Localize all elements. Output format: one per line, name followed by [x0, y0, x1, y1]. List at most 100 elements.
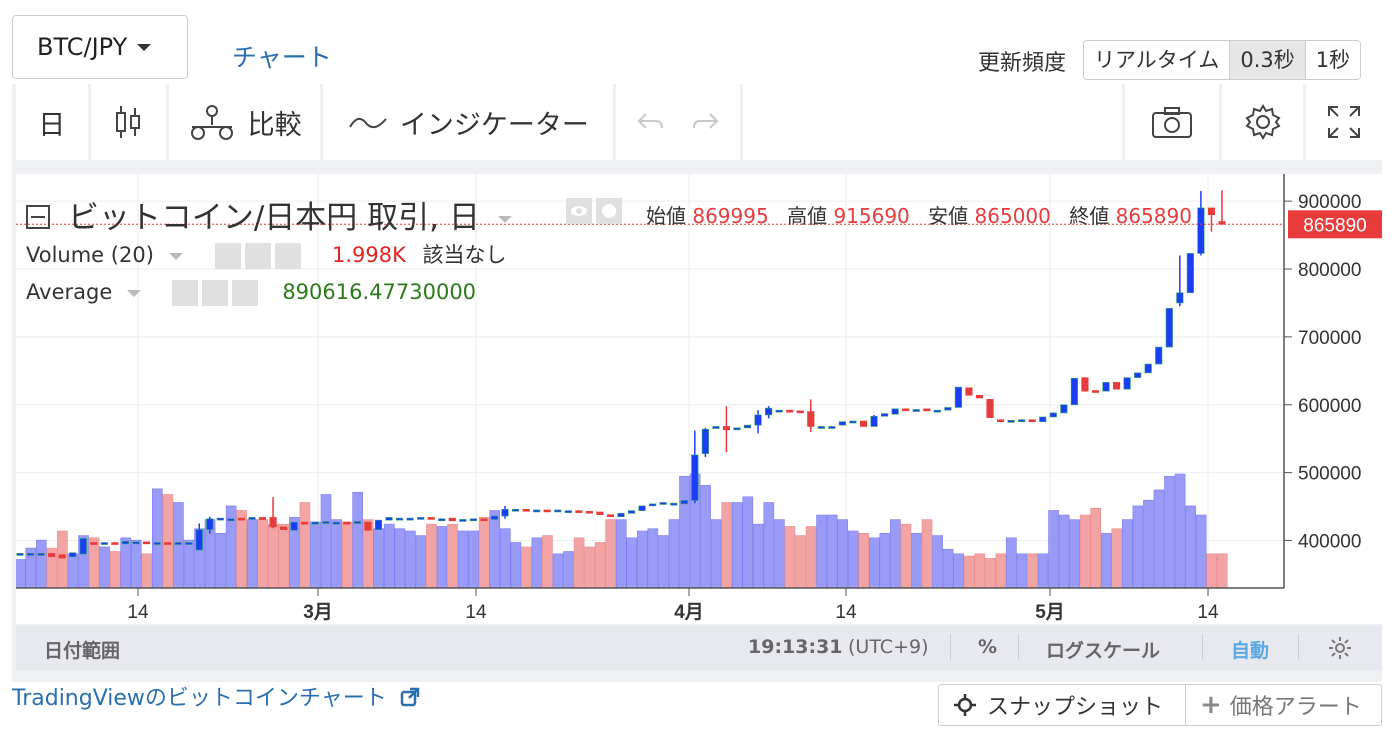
candle-body	[933, 409, 941, 413]
pair-select[interactable]: BTC/JPY	[12, 15, 188, 79]
log-scale-button[interactable]: ログスケール	[1046, 640, 1161, 662]
candle-body	[48, 553, 56, 558]
candle-body	[227, 518, 235, 522]
volume-bar	[752, 523, 764, 589]
gear-icon[interactable]	[596, 198, 622, 224]
series-title: ビットコイン/日本円 取引, 日	[67, 200, 480, 236]
candle-body	[216, 517, 224, 521]
gear-icon[interactable]	[245, 243, 272, 269]
snapshot-icon-button[interactable]	[1125, 84, 1219, 160]
volume-bar	[246, 519, 258, 589]
volume-bar	[1185, 505, 1196, 589]
volume-bar	[784, 526, 796, 589]
gear-icon[interactable]	[1328, 636, 1352, 660]
candle-body	[1134, 372, 1142, 378]
percent-button[interactable]: %	[978, 636, 998, 658]
volume-bar	[478, 517, 490, 589]
volume-bar	[1153, 489, 1165, 589]
volume-bar	[974, 553, 986, 589]
tradingview-link[interactable]: TradingViewのビットコインチャート	[12, 680, 420, 712]
candle-body	[1039, 416, 1047, 423]
time-axis[interactable]: 14 3月 14 4月 14 5月 14	[127, 588, 1219, 623]
collapse-icon[interactable]	[26, 204, 50, 229]
candle-body	[564, 510, 572, 513]
open-value: 869995	[692, 204, 769, 228]
price-alert-label: 価格アラート	[1229, 695, 1362, 720]
date-range-button[interactable]: 日付範囲	[44, 640, 121, 662]
candle-body	[923, 408, 931, 412]
redo-icon[interactable]	[692, 110, 720, 134]
settings-button[interactable]	[1221, 84, 1304, 160]
eye-icon[interactable]	[566, 198, 592, 224]
candle-body	[1207, 207, 1216, 216]
candle-body	[406, 517, 414, 521]
refresh-option-realtime[interactable]: リアルタイム	[1084, 41, 1231, 79]
candle-body	[743, 424, 752, 429]
auto-scale-button[interactable]: 自動	[1231, 640, 1270, 662]
eye-icon[interactable]	[215, 243, 242, 269]
volume-bar	[721, 502, 733, 589]
candle-body	[649, 503, 657, 507]
fullscreen-button[interactable]	[1306, 84, 1382, 160]
gear-icon	[1245, 104, 1281, 140]
volume-bar	[563, 551, 574, 589]
volume-note: 該当なし	[422, 243, 507, 267]
indicators-button[interactable]: インジケーター	[323, 84, 614, 160]
volume-bar	[457, 530, 469, 589]
volume-bar	[1111, 528, 1123, 589]
candle-body	[396, 517, 404, 521]
price-alert-button[interactable]: + 価格アラート	[1185, 684, 1382, 726]
candle-body	[37, 553, 45, 556]
chevron-down-icon[interactable]	[168, 252, 183, 260]
tab-chart[interactable]: チャート	[232, 43, 332, 72]
close-icon[interactable]	[231, 280, 258, 306]
eye-icon[interactable]	[171, 280, 198, 306]
close-icon[interactable]	[275, 243, 302, 269]
price-axis[interactable]: 400000 500000 600000 700000 800000 900000	[1284, 192, 1361, 552]
chevron-down-icon[interactable]	[497, 216, 512, 223]
volume-bar	[1100, 532, 1112, 589]
candle-body	[1091, 390, 1100, 393]
candle-body	[237, 517, 245, 521]
last-price-tag: 865890	[1288, 210, 1382, 239]
volume-bar	[468, 530, 479, 589]
snapshot-button[interactable]: スナップショット	[938, 684, 1186, 726]
chevron-down-icon[interactable]	[126, 289, 141, 297]
volume-bar	[88, 537, 100, 589]
candle-body	[627, 510, 636, 514]
volume-bar	[531, 537, 543, 589]
volume-bar	[320, 494, 332, 589]
candle-body	[1081, 377, 1089, 392]
candle-body	[248, 517, 256, 520]
volume-bar	[257, 519, 269, 589]
volume-bar	[858, 532, 870, 589]
refresh-option-1s[interactable]: 1秒	[1305, 41, 1361, 79]
compare-button[interactable]: 比較	[169, 84, 321, 160]
chevron-down-icon	[137, 43, 152, 51]
refresh-option-0-3s[interactable]: 0.3秒	[1230, 41, 1306, 79]
ohlc-values: 始値 869995 高値 915690 安値 865000 終値 865890	[646, 200, 1192, 229]
volume-bar	[1164, 475, 1175, 589]
interval-label: 日	[38, 109, 66, 141]
volume-bar	[774, 519, 785, 589]
chart-type-button[interactable]	[90, 84, 167, 160]
volume-bar	[911, 532, 922, 589]
candle-body	[353, 521, 361, 524]
volume-bar	[489, 510, 501, 589]
undo-icon[interactable]	[636, 110, 664, 134]
volume-bar	[215, 532, 226, 589]
close-value: 865890	[1115, 204, 1192, 228]
timezone-button[interactable]: (UTC+9)	[848, 636, 929, 658]
interval-button[interactable]: 日	[16, 84, 88, 160]
high-label: 高値	[787, 204, 828, 228]
plus-icon: +	[1200, 690, 1222, 720]
candle-body	[859, 420, 868, 427]
volume-bar	[1090, 507, 1102, 589]
candlestick-chart[interactable]: 400000 500000 600000 700000 800000 900000 14 3…	[14, 174, 1382, 624]
chart-plot-area[interactable]: 400000 500000 600000 700000 800000 900000 14 3…	[14, 174, 1382, 624]
candle-body	[680, 500, 688, 505]
volume-bar	[710, 519, 722, 589]
gear-icon[interactable]	[201, 280, 228, 306]
volume-bar	[668, 519, 680, 589]
candle-body	[206, 518, 214, 530]
